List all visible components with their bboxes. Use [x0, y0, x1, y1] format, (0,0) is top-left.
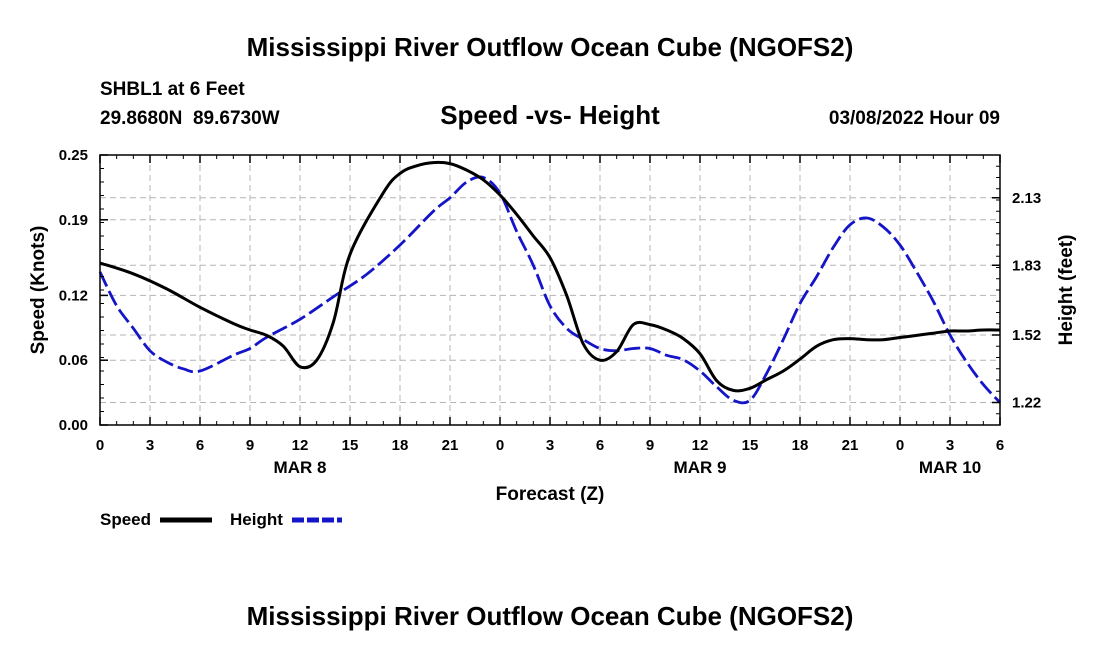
x-tick-label: 21 — [842, 437, 859, 454]
station-label: SHBL1 at 6 Feet — [100, 79, 245, 100]
x-tick-label: 18 — [792, 437, 809, 454]
x-tick-label: 6 — [596, 437, 604, 454]
x-tick-label: 9 — [246, 437, 254, 454]
chart-subtitle: Speed -vs- Height — [440, 100, 660, 130]
chart-title-bottom: Mississippi River Outflow Ocean Cube (NG… — [247, 601, 854, 631]
x-axis-title: Forecast (Z) — [496, 484, 605, 505]
x-tick-label: 0 — [496, 437, 504, 454]
date-label: MAR 10 — [919, 458, 981, 477]
series-layer — [98, 160, 1002, 405]
labels-layer: 0 3 6 9 12 15 18 21 0 3 6 9 12 15 18 21 0 3 6 0.00 0.06 0.12 0… — [59, 147, 1041, 477]
legend-speed-label: Speed — [100, 510, 151, 529]
y2-tick-label: 1.83 — [1012, 257, 1041, 274]
x-tick-label: 21 — [442, 437, 459, 454]
chart-title-top: Mississippi River Outflow Ocean Cube (NG… — [247, 32, 854, 62]
x-tick-label: 0 — [96, 437, 104, 454]
coordinates-label: 29.8680N 89.6730W — [100, 108, 280, 129]
y-tick-label: 0.12 — [59, 287, 88, 304]
y2-tick-label: 2.13 — [1012, 190, 1041, 207]
y2-tick-label: 1.22 — [1012, 395, 1041, 412]
ticks-layer — [99, 154, 1001, 426]
x-tick-label: 3 — [146, 437, 154, 454]
grid-layer — [100, 155, 1000, 425]
date-label: MAR 9 — [674, 458, 727, 477]
y-tick-label: 0.00 — [59, 417, 88, 434]
y2-axis-title: Height (feet) — [1056, 235, 1077, 346]
date-label: MAR 8 — [274, 458, 327, 477]
y-axis-title: Speed (Knots) — [28, 226, 49, 355]
x-tick-label: 0 — [896, 437, 904, 454]
x-tick-label: 12 — [292, 437, 309, 454]
legend-height-label: Height — [230, 510, 283, 529]
y-tick-label: 0.19 — [59, 212, 88, 229]
x-tick-label: 15 — [342, 437, 359, 454]
x-tick-label: 6 — [196, 437, 204, 454]
x-tick-label: 18 — [392, 437, 409, 454]
forecast-datetime: 03/08/2022 Hour 09 — [829, 108, 1000, 129]
speed-series-line — [99, 160, 1001, 393]
x-tick-label: 12 — [692, 437, 709, 454]
y-tick-label: 0.25 — [59, 147, 88, 164]
y2-tick-label: 1.52 — [1012, 327, 1041, 344]
x-tick-label: 15 — [742, 437, 759, 454]
x-tick-label: 9 — [646, 437, 654, 454]
x-tick-label: 3 — [546, 437, 554, 454]
height-series-line — [98, 175, 1002, 405]
y-tick-label: 0.06 — [59, 352, 88, 369]
x-tick-label: 6 — [996, 437, 1004, 454]
x-tick-label: 3 — [946, 437, 954, 454]
legend: Speed Height — [100, 510, 342, 529]
